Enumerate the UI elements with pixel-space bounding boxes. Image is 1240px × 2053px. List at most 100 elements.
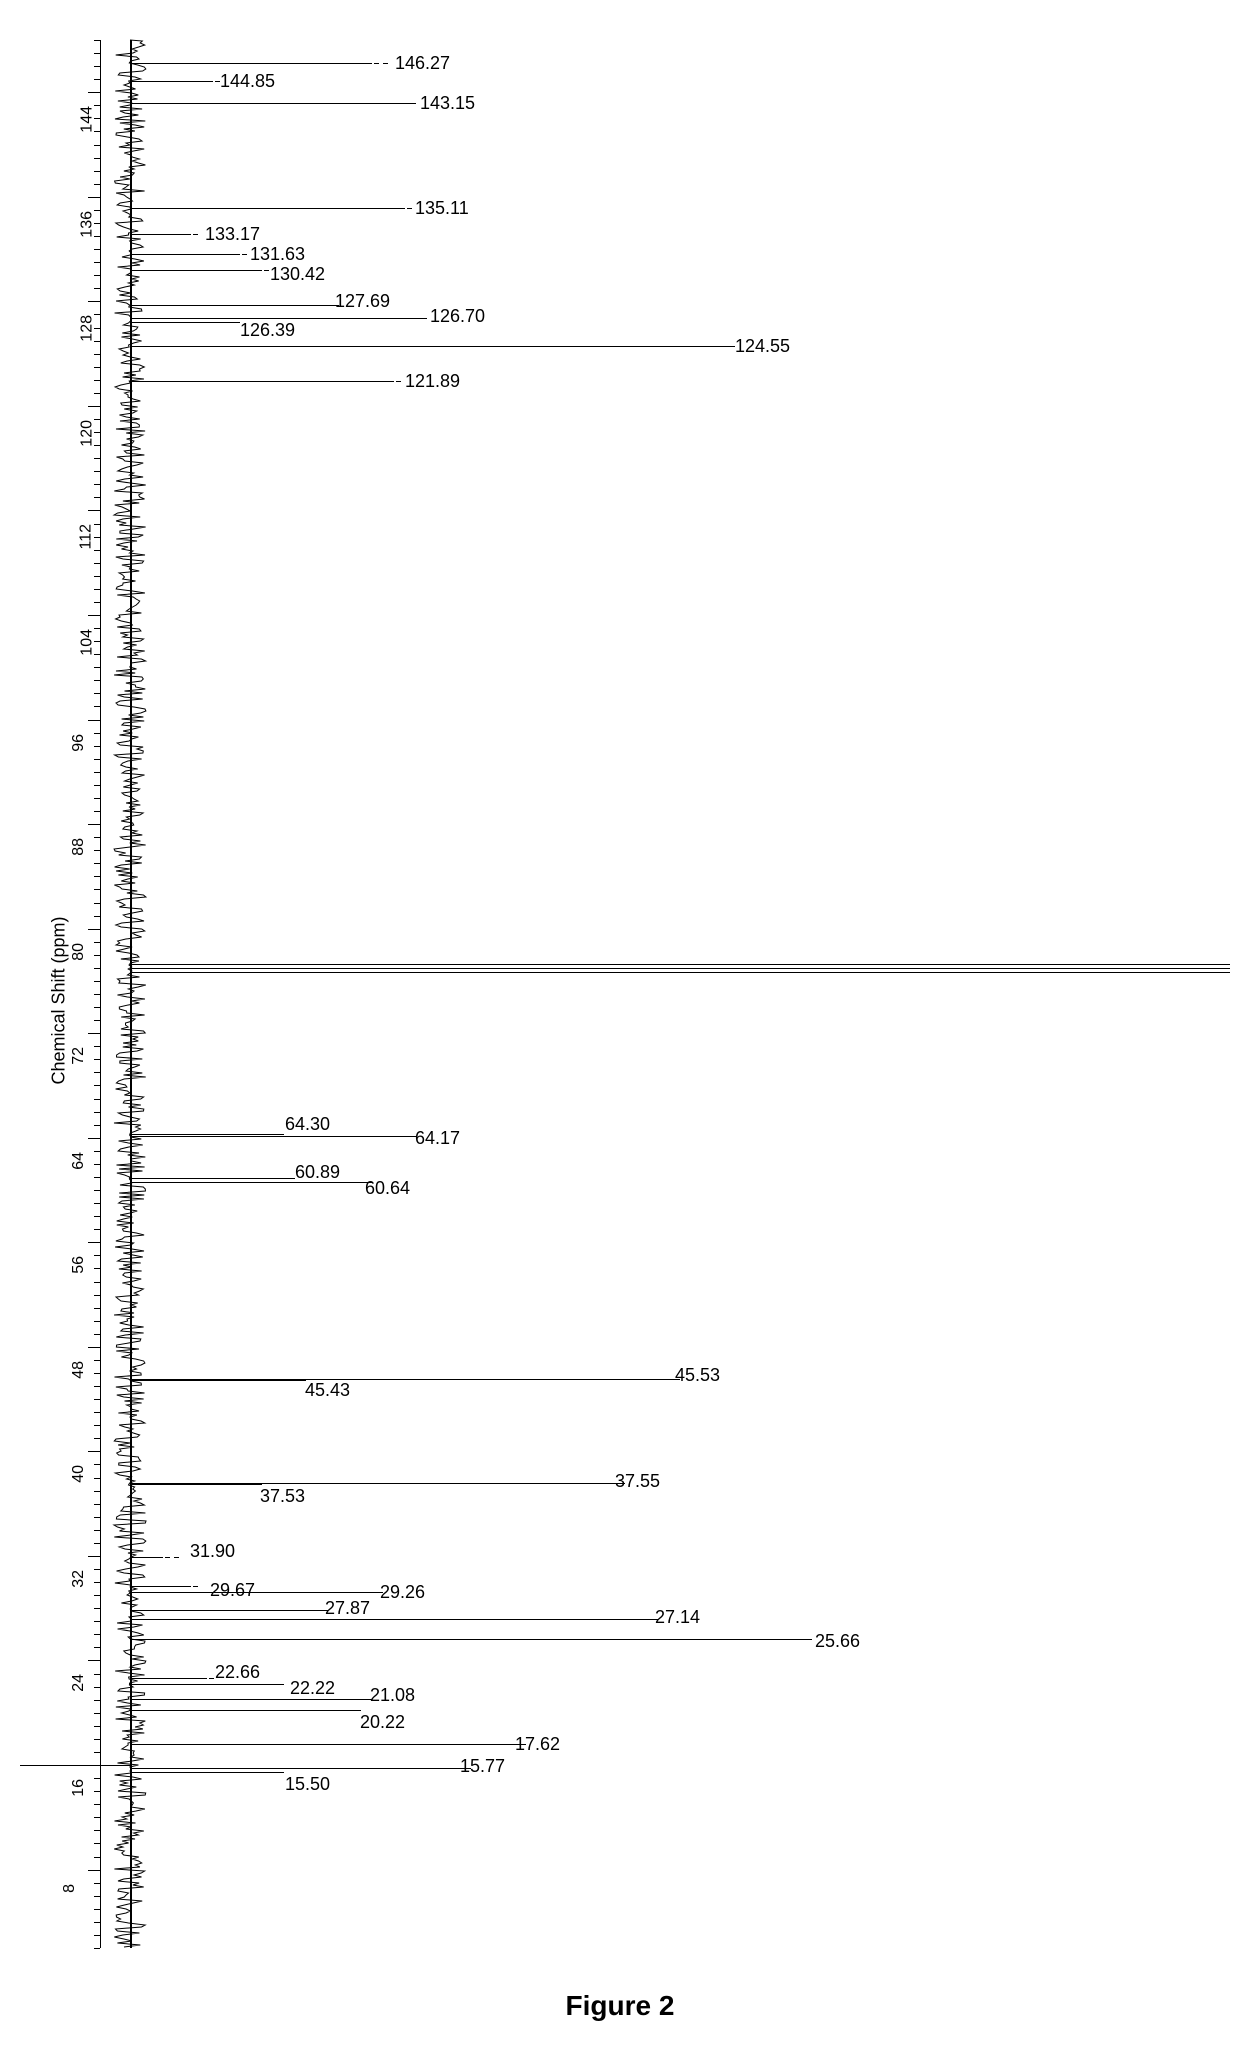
peak-line: [130, 234, 191, 235]
peak-line: [130, 1557, 163, 1558]
axis-minor-tick: [94, 1112, 100, 1113]
axis-minor-tick: [94, 1412, 100, 1413]
peak-label: 146.27: [395, 53, 450, 74]
axis-tick: [88, 1870, 100, 1871]
peak-label: 15.77: [460, 1756, 505, 1777]
axis-tick: [88, 929, 100, 930]
axis-tick: [88, 615, 100, 616]
axis-tick-label: 48: [70, 1361, 88, 1379]
axis-minor-tick: [94, 445, 100, 446]
peak-leader-dash: [209, 1678, 214, 1679]
axis-minor-tick: [94, 131, 100, 132]
axis-minor-tick: [94, 1425, 100, 1426]
axis-minor-tick: [94, 1059, 100, 1060]
peak-line: [130, 254, 240, 255]
axis-minor-tick: [94, 1478, 100, 1479]
peak-line: [130, 972, 1230, 973]
peak-label: 64.30: [285, 1114, 330, 1135]
peak-line: [130, 1639, 812, 1640]
peak-line: [130, 305, 339, 306]
nmr-spectrum-chart: 1441361281201121049688807264564840322416…: [15, 40, 1225, 1950]
axis-tick-label: 24: [70, 1674, 88, 1692]
peak-line: [130, 1484, 262, 1485]
peak-leader-dash: [407, 208, 412, 209]
figure-caption: Figure 2: [0, 1990, 1240, 2022]
axis-minor-tick: [94, 367, 100, 368]
axis-minor-tick: [94, 328, 100, 329]
axis-tick-label: 96: [70, 734, 88, 752]
peak-line: [130, 322, 240, 323]
axis-minor-tick: [94, 1543, 100, 1544]
peak-line: [130, 381, 394, 382]
peak-line: [130, 1619, 658, 1620]
peak-line: [130, 1772, 284, 1773]
peak-label: 27.87: [325, 1598, 370, 1619]
axis-tick: [88, 720, 100, 721]
axis-minor-tick: [94, 576, 100, 577]
axis-minor-tick: [94, 680, 100, 681]
axis-minor-tick: [94, 393, 100, 394]
axis-minor-tick: [94, 654, 100, 655]
peak-label: 64.17: [415, 1128, 460, 1149]
axis-tick-label: 88: [70, 838, 88, 856]
axis-minor-tick: [94, 432, 100, 433]
peak-line: [130, 208, 405, 209]
axis-minor-tick: [94, 1674, 100, 1675]
peak-leader-dash: [174, 1557, 179, 1558]
axis-tick-label: 8: [61, 1884, 79, 1893]
peak-label: 121.89: [405, 371, 460, 392]
axis-minor-tick: [94, 589, 100, 590]
axis-minor-tick: [94, 105, 100, 106]
axis-minor-tick: [94, 1099, 100, 1100]
axis-tick: [88, 1242, 100, 1243]
axis-minor-tick: [94, 863, 100, 864]
axis-tick: [88, 1451, 100, 1452]
axis-minor-tick: [94, 1582, 100, 1583]
peak-line: [130, 1178, 295, 1179]
peak-label: 127.69: [335, 291, 390, 312]
axis-minor-tick: [94, 1464, 100, 1465]
peak-leader-dash: [215, 81, 220, 82]
axis-minor-tick: [94, 1085, 100, 1086]
axis-tick: [88, 1556, 100, 1557]
axis-tick: [88, 824, 100, 825]
spectrum-noise: [113, 40, 147, 1948]
axis-minor-tick: [94, 955, 100, 956]
axis-minor-tick: [94, 916, 100, 917]
peak-label: 130.42: [270, 264, 325, 285]
axis-minor-tick: [94, 667, 100, 668]
axis-minor-tick: [94, 171, 100, 172]
axis-minor-tick: [94, 1739, 100, 1740]
axis-minor-tick: [94, 53, 100, 54]
axis-minor-tick: [94, 1909, 100, 1910]
axis-minor-tick: [94, 1569, 100, 1570]
peak-label: 37.53: [260, 1486, 305, 1507]
axis-minor-tick: [94, 1608, 100, 1609]
axis-minor-tick: [94, 1295, 100, 1296]
peak-label: 45.43: [305, 1380, 350, 1401]
negative-peak: [20, 1765, 130, 1766]
axis-tick-label: 56: [70, 1256, 88, 1274]
axis-minor-tick: [94, 1373, 100, 1374]
axis-minor-tick: [94, 1438, 100, 1439]
axis-minor-tick: [94, 314, 100, 315]
peak-label: 15.50: [285, 1774, 330, 1795]
axis-minor-tick: [94, 275, 100, 276]
axis-minor-tick: [94, 837, 100, 838]
peak-label: 20.22: [360, 1712, 405, 1733]
axis-minor-tick: [94, 1268, 100, 1269]
axis-minor-tick: [94, 1255, 100, 1256]
axis-minor-tick: [94, 798, 100, 799]
peak-line: [130, 964, 1230, 965]
axis-minor-tick: [94, 1334, 100, 1335]
axis-tick: [88, 510, 100, 511]
axis-minor-tick: [94, 733, 100, 734]
axis-minor-tick: [94, 1321, 100, 1322]
axis-tick: [88, 1660, 100, 1661]
axis-minor-tick: [94, 981, 100, 982]
axis-minor-tick: [94, 693, 100, 694]
axis-minor-tick: [94, 249, 100, 250]
axis-minor-tick: [94, 471, 100, 472]
axis-minor-tick: [94, 66, 100, 67]
axis-minor-tick: [94, 1504, 100, 1505]
